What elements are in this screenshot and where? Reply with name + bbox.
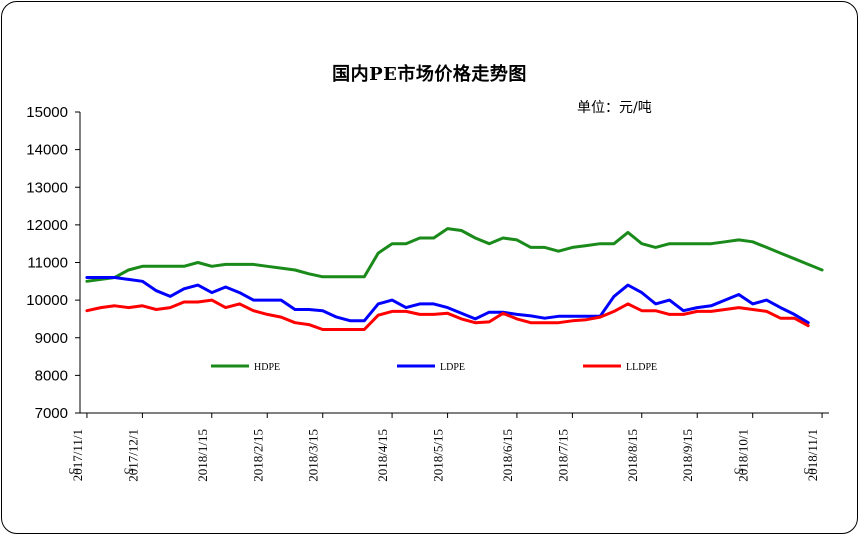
y-tick-label: 14000 [26, 142, 68, 159]
x-tick-label-suffix: 5 [121, 468, 136, 475]
y-tick-label: 15000 [26, 104, 68, 121]
y-tick-label: 7000 [35, 405, 68, 422]
x-tick-label: 2018/7/15 [555, 429, 570, 482]
x-tick-label-suffix: 5 [66, 468, 81, 475]
legend-label-ldpe: LDPE [440, 362, 465, 373]
x-tick-label: 2018/9/15 [680, 429, 695, 482]
x-tick-label-suffix: 5 [801, 468, 816, 475]
x-tick-label: 2018/3/15 [306, 429, 321, 482]
x-tick-label: 2018/8/15 [625, 429, 640, 482]
x-tick-label: 2018/4/15 [375, 429, 390, 482]
x-tick-label: 2018/11/1 [805, 429, 820, 481]
legend-label-lldpe: LLDPE [626, 362, 657, 373]
unit-label: 单位：元/吨 [577, 100, 652, 116]
x-tick-label: 2017/11/1 [70, 429, 85, 481]
series-line-lldpe [85, 298, 810, 331]
y-tick-label: 13000 [26, 179, 68, 196]
x-tick-label: 2018/2/15 [250, 429, 265, 482]
y-tick-label: 12000 [26, 217, 68, 234]
series-line-hdpe [85, 227, 824, 283]
series-line-ldpe [85, 276, 810, 325]
y-tick-label: 8000 [35, 367, 68, 384]
x-tick-label: 2017/12/1 [125, 429, 140, 482]
x-tick-label: 2018/6/15 [500, 429, 515, 482]
x-tick-label: 2018/10/1 [736, 429, 751, 482]
chart-title: 国内PE市场价格走势图 [332, 64, 527, 85]
x-tick-label: 2018/5/15 [431, 429, 446, 482]
y-tick-label: 10000 [26, 292, 68, 309]
legend-label-hdpe: HDPE [254, 362, 280, 373]
y-tick-label: 9000 [35, 330, 68, 347]
y-tick-label: 11000 [27, 255, 68, 272]
x-tick-label: 2018/1/15 [195, 429, 210, 482]
x-tick-label-suffix: 5 [732, 468, 747, 475]
